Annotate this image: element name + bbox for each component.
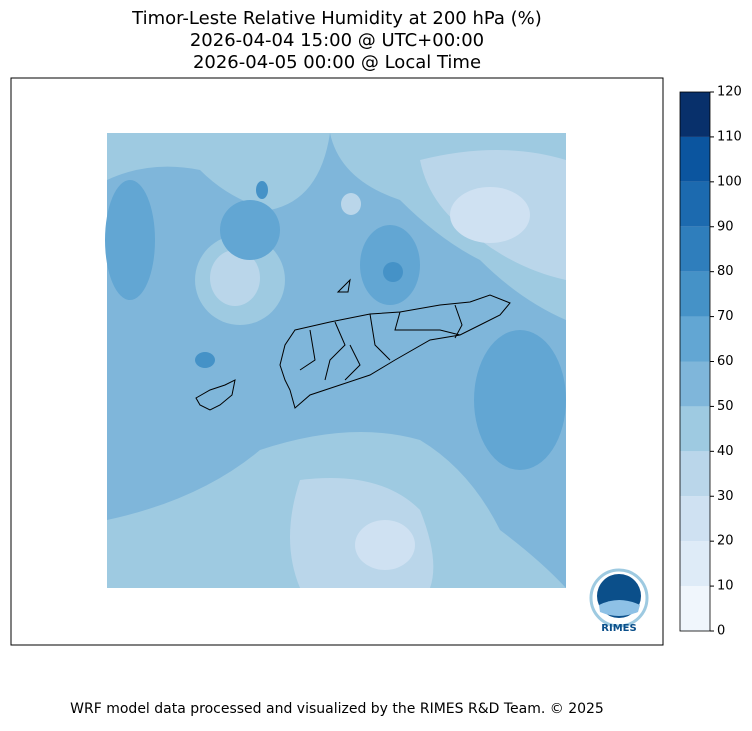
colorbar-band — [680, 271, 710, 317]
colorbar-band — [680, 361, 710, 407]
colorbar-tick-label: 60 — [717, 354, 734, 369]
colorbar-tick-label: 120 — [717, 85, 742, 100]
colorbar-tick-label: 100 — [717, 174, 742, 189]
colorbar-band — [680, 586, 710, 631]
boundaries — [195, 278, 511, 411]
logo: RIMES — [589, 568, 649, 634]
colorbar-band — [680, 136, 710, 182]
colorbar-tick-label: 10 — [717, 579, 734, 594]
title-line: 2026-04-05 00:00 @ Local Time — [193, 52, 481, 73]
colorbar-band — [680, 226, 710, 272]
footer: WRF model data processed and visualized … — [70, 701, 604, 717]
colorbar-tick-label: 20 — [717, 534, 734, 549]
colorbar-band — [680, 406, 710, 452]
title-line: Timor-Leste Relative Humidity at 200 hPa… — [131, 8, 542, 29]
colorbar-tick-label: 30 — [717, 489, 734, 504]
colorbar-band — [680, 451, 710, 497]
colorbar-band — [680, 496, 710, 542]
colorbar-tick-label: 90 — [717, 219, 734, 234]
colorbar-tick-label: 70 — [717, 309, 734, 324]
colorbar: 0 10 20 30 40 50 60 70 80 90 100 110 120 — [679, 85, 742, 639]
title-line: 2026-04-04 15:00 @ UTC+00:00 — [190, 30, 484, 51]
colorbar-band — [680, 316, 710, 362]
colorbar-tick-label: 110 — [717, 129, 742, 144]
colorbar-tick-label: 40 — [717, 444, 734, 459]
humidity-field — [105, 133, 566, 588]
colorbar-band — [680, 181, 710, 227]
colorbar-tick-label: 0 — [717, 624, 725, 639]
colorbar-band — [680, 92, 710, 137]
colorbar-tick-label: 50 — [717, 399, 734, 414]
colorbar-tick-label: 80 — [717, 264, 734, 279]
colorbar-band — [680, 541, 710, 587]
logo-text: RIMES — [601, 623, 636, 634]
